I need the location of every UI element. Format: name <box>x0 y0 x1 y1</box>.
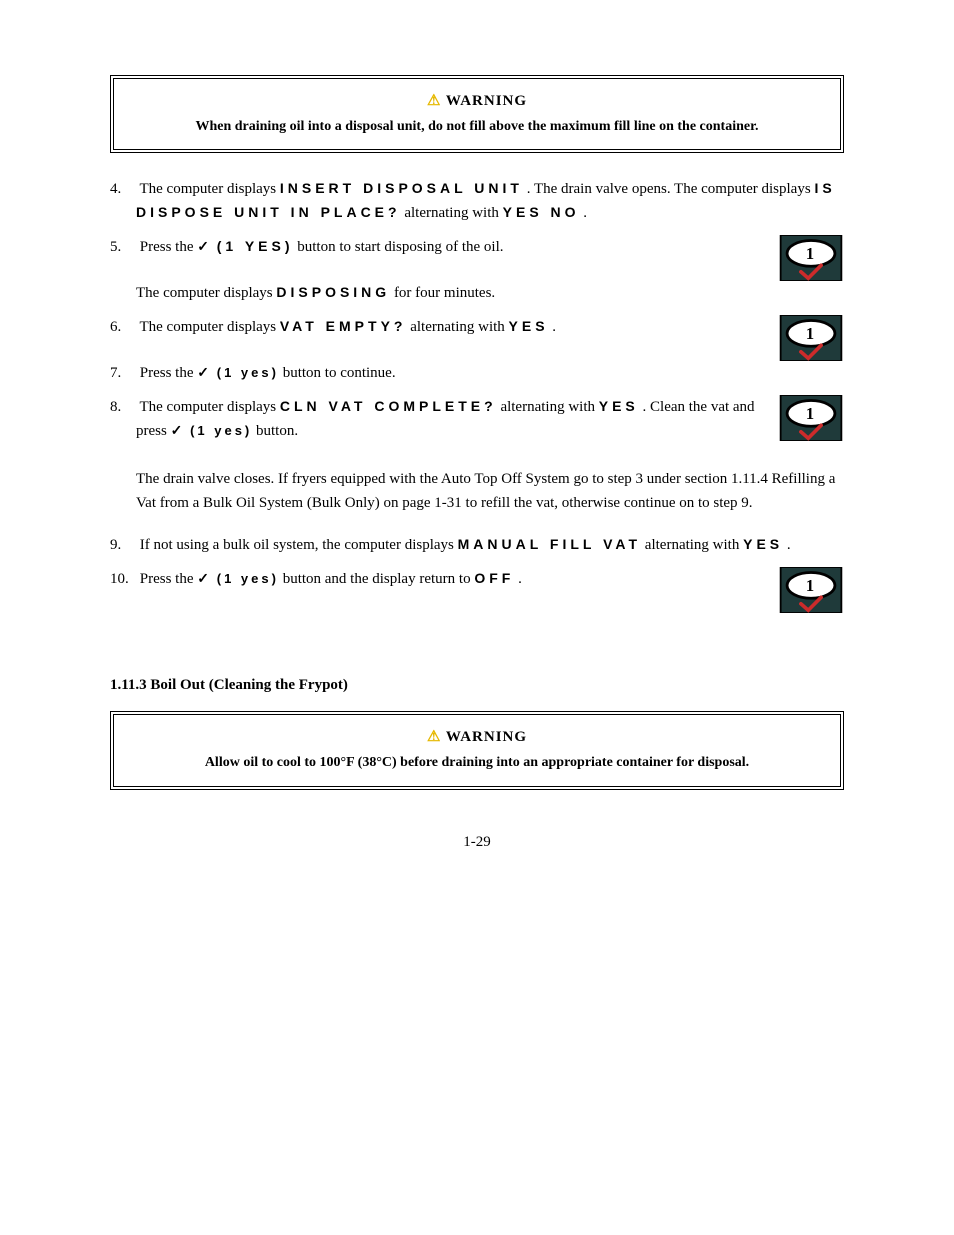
step-8-tail: button. <box>256 423 298 439</box>
warning-box-bottom: ⚠ WARNING Allow oil to cool to 100°F (38… <box>110 711 844 789</box>
lcd-yes-10: (1 yes) <box>217 571 279 586</box>
warning-top-label: WARNING <box>446 93 527 109</box>
disposing-tail: for four minutes. <box>394 285 495 301</box>
one-check-button-icon: 1 <box>778 235 844 281</box>
step-5: 5. Press the ✓ (1 YES) button to start d… <box>110 235 844 259</box>
lcd-cln-vat: CLN VAT COMPLETE? <box>280 398 497 414</box>
one-check-button-icon: 1 <box>778 395 844 441</box>
step-7-lead: Press the <box>140 365 198 381</box>
step-7-tail: button to continue. <box>283 365 396 381</box>
check-icon: ✓ <box>171 422 187 438</box>
step-8-mid: alternating with <box>500 399 598 415</box>
step-6-num: 6. <box>110 315 136 339</box>
svg-text:1: 1 <box>806 404 814 423</box>
check-icon: ✓ <box>197 364 213 380</box>
step-8-num: 8. <box>110 395 136 419</box>
step-10-mid: button and the display return to <box>283 571 475 587</box>
step-4-mid1: . The drain valve opens. The computer di… <box>527 181 815 197</box>
warning-box-top: ⚠ WARNING When draining oil into a dispo… <box>110 75 844 153</box>
lcd-yes-6: YES <box>509 318 549 334</box>
step-8F-text: The drain valve closes. If fryers equipp… <box>136 471 835 511</box>
step-9: 9. If not using a bulk oil system, the c… <box>110 533 844 557</box>
step-9-num: 9. <box>110 533 136 557</box>
step-6-lead: The computer displays <box>139 319 279 335</box>
step-9-mid1: alternating with <box>645 537 743 553</box>
lcd-yes-5: (1 YES) <box>217 238 294 254</box>
warning-top-header: ⚠ WARNING <box>130 89 824 113</box>
step-4-lead: The computer displays <box>139 181 279 197</box>
step-9-tail: . <box>787 537 791 553</box>
warning-bottom-label: WARNING <box>446 729 527 745</box>
disposing-line: The computer displays DISPOSING for four… <box>110 281 844 305</box>
step-5-lead: Press the <box>140 239 198 255</box>
lcd-insert-disposal: INSERT DISPOSAL UNIT <box>280 180 523 196</box>
one-check-button-icon: 1 <box>778 315 844 361</box>
lcd-yes-no: YES NO <box>503 204 580 220</box>
step-4-mid2: alternating with <box>404 205 502 221</box>
step-7: 7. Press the ✓ (1 yes) button to continu… <box>110 361 844 385</box>
check-icon: ✓ <box>197 570 213 586</box>
step-6-mid: alternating with <box>410 319 508 335</box>
step-5-tail: button to start disposing of the oil. <box>297 239 503 255</box>
step-10-num: 10. <box>110 567 136 591</box>
one-check-button-icon: 1 <box>778 567 844 613</box>
step-6-tail: . <box>552 319 556 335</box>
step-8: 8. The computer displays CLN VAT COMPLET… <box>110 395 844 443</box>
lcd-manual-fill: MANUAL FILL VAT <box>458 536 641 552</box>
check-icon: ✓ <box>197 238 213 254</box>
disposing-lead: The computer displays <box>136 285 276 301</box>
lcd-disposing: DISPOSING <box>276 284 390 300</box>
svg-text:1: 1 <box>806 576 814 595</box>
warning-top-body: When draining oil into a disposal unit, … <box>130 117 824 137</box>
step-9-lead1: If not using a bulk oil system, the comp… <box>140 537 458 553</box>
step-10: 10. Press the ✓ (1 yes) button and the d… <box>110 567 844 591</box>
lcd-yes-9: YES <box>743 536 783 552</box>
svg-text:1: 1 <box>806 244 814 263</box>
warning-triangle-icon: ⚠ <box>427 729 441 745</box>
step-8-followup: The drain valve closes. If fryers equipp… <box>110 467 844 515</box>
lcd-yes-7: (1 yes) <box>217 365 279 380</box>
svg-text:1: 1 <box>806 324 814 343</box>
step-7-num: 7. <box>110 361 136 385</box>
step-4-num: 4. <box>110 177 136 201</box>
lcd-off: OFF <box>474 570 514 586</box>
section-heading: 1.11.3 Boil Out (Cleaning the Frypot) <box>110 673 844 697</box>
warning-triangle-icon: ⚠ <box>427 93 441 109</box>
step-4: 4. The computer displays INSERT DISPOSAL… <box>110 177 844 225</box>
lcd-yes-8a: YES <box>599 398 639 414</box>
page-footer: 1-29 <box>110 830 844 854</box>
lcd-vat-empty: VAT EMPTY? <box>280 318 407 334</box>
step-6: 6. The computer displays VAT EMPTY? alte… <box>110 315 844 339</box>
step-4-tail: . <box>583 205 587 221</box>
step-10-lead: Press the <box>140 571 198 587</box>
warning-bottom-body: Allow oil to cool to 100°F (38°C) before… <box>130 753 824 773</box>
warning-bottom-header: ⚠ WARNING <box>130 725 824 749</box>
lcd-yes-8b: (1 yes) <box>190 423 252 438</box>
step-10-tail: . <box>518 571 522 587</box>
step-8-lead: The computer displays <box>139 399 279 415</box>
step-5-num: 5. <box>110 235 136 259</box>
